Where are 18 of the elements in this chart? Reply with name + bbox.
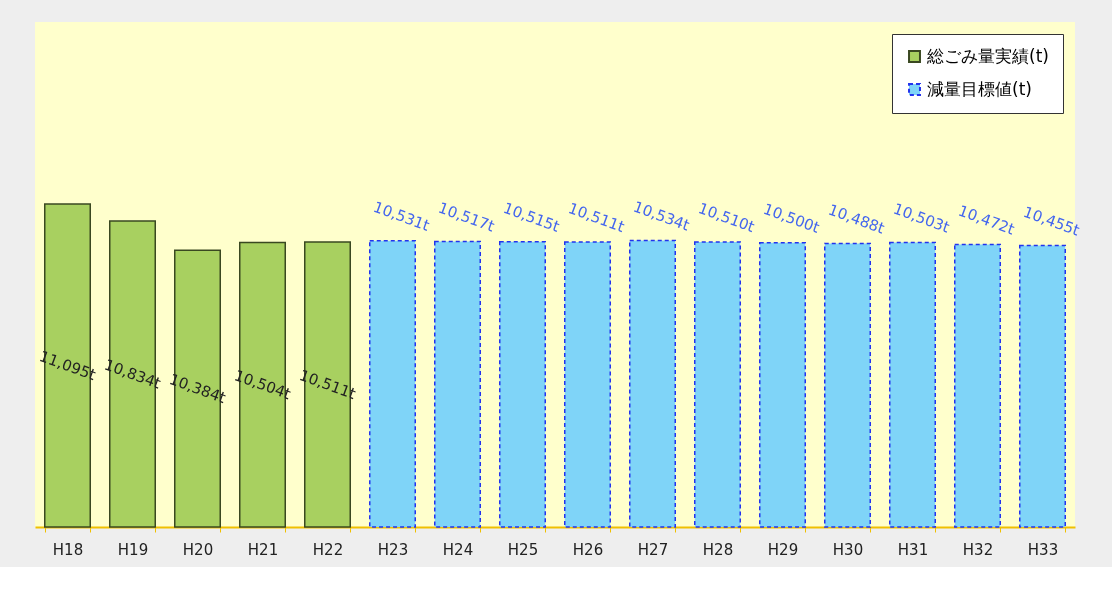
x-tick-label: H29 bbox=[767, 540, 799, 559]
x-tick-label: H24 bbox=[442, 540, 474, 559]
legend-label: 減量目標値(t) bbox=[927, 78, 1032, 99]
x-tick-label: H21 bbox=[247, 540, 279, 559]
x-tick-label: H33 bbox=[1027, 540, 1059, 559]
x-tick-label: H23 bbox=[377, 540, 409, 559]
x-tick-label: H32 bbox=[962, 540, 994, 559]
x-tick-label: H26 bbox=[572, 540, 604, 559]
x-tick-label: H22 bbox=[312, 540, 344, 559]
x-tick-label: H20 bbox=[182, 540, 214, 559]
legend-label: 総ごみ量実績(t) bbox=[926, 45, 1049, 66]
x-tick-label: H31 bbox=[897, 540, 929, 559]
x-tick-label: H28 bbox=[702, 540, 734, 559]
x-tick-label: H30 bbox=[832, 540, 864, 559]
x-tick-label: H25 bbox=[507, 540, 539, 559]
x-tick-label: H27 bbox=[637, 540, 669, 559]
x-tick-label: H18 bbox=[52, 540, 84, 559]
x-tick-label: H19 bbox=[117, 540, 149, 559]
